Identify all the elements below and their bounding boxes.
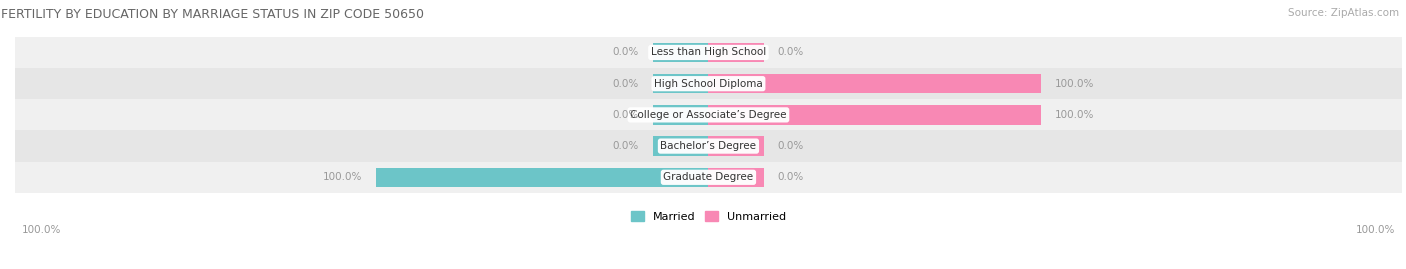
Bar: [709, 74, 1042, 93]
Text: 100.0%: 100.0%: [1355, 225, 1395, 235]
Bar: [15, 68, 1402, 99]
Text: High School Diploma: High School Diploma: [654, 79, 763, 89]
Bar: [709, 168, 763, 187]
Bar: [652, 74, 709, 93]
Text: Source: ZipAtlas.com: Source: ZipAtlas.com: [1288, 8, 1399, 18]
Bar: [652, 136, 709, 156]
Bar: [652, 105, 709, 125]
Text: 0.0%: 0.0%: [778, 141, 804, 151]
Text: Graduate Degree: Graduate Degree: [664, 172, 754, 182]
Bar: [375, 168, 709, 187]
Bar: [15, 130, 1402, 162]
Text: College or Associate’s Degree: College or Associate’s Degree: [630, 110, 787, 120]
Legend: Married, Unmarried: Married, Unmarried: [627, 207, 790, 226]
Text: 0.0%: 0.0%: [613, 47, 640, 58]
Bar: [15, 99, 1402, 130]
Text: 0.0%: 0.0%: [778, 47, 804, 58]
Text: 100.0%: 100.0%: [322, 172, 361, 182]
Text: 100.0%: 100.0%: [1054, 110, 1094, 120]
Bar: [652, 43, 709, 62]
Text: 100.0%: 100.0%: [22, 225, 62, 235]
Bar: [15, 37, 1402, 68]
Bar: [709, 105, 1042, 125]
Text: 0.0%: 0.0%: [613, 110, 640, 120]
Text: FERTILITY BY EDUCATION BY MARRIAGE STATUS IN ZIP CODE 50650: FERTILITY BY EDUCATION BY MARRIAGE STATU…: [1, 8, 425, 21]
Bar: [15, 162, 1402, 193]
Text: 0.0%: 0.0%: [613, 79, 640, 89]
Text: Bachelor’s Degree: Bachelor’s Degree: [661, 141, 756, 151]
Bar: [709, 43, 763, 62]
Text: 0.0%: 0.0%: [778, 172, 804, 182]
Bar: [709, 136, 763, 156]
Text: Less than High School: Less than High School: [651, 47, 766, 58]
Text: 100.0%: 100.0%: [1054, 79, 1094, 89]
Text: 0.0%: 0.0%: [613, 141, 640, 151]
